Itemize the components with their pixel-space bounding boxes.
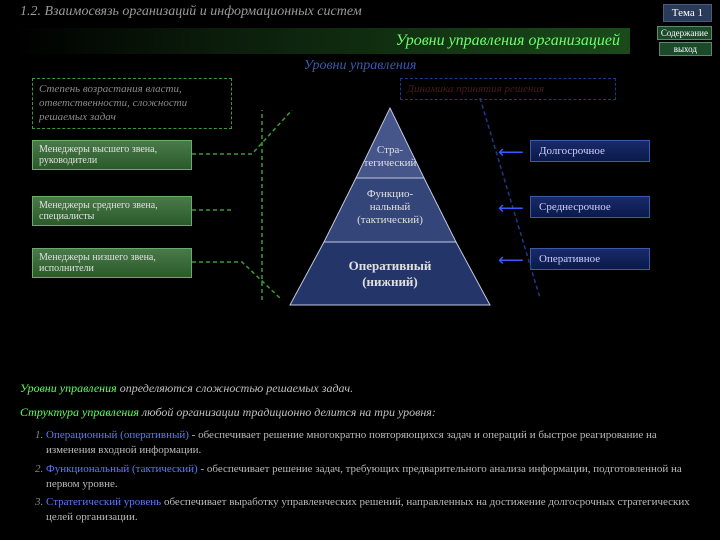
body2-green: Структура управления (20, 405, 139, 419)
list-item: Операционный (оперативный) - обеспечивае… (46, 428, 700, 458)
left-flow-lines (192, 110, 312, 310)
li3-hl: Стратегический уровень (46, 496, 161, 508)
arrow-icon: ⟵ (498, 198, 524, 219)
arrow-icon: ⟵ (498, 250, 524, 271)
right-annotation: Динамика принятия решения (400, 78, 616, 100)
body-line-1: Уровни управления определяются сложность… (20, 380, 700, 396)
li1-hl: Операционный (оперативный) (46, 429, 189, 441)
body1-green: Уровни управления (20, 381, 117, 395)
nav-contents-button[interactable]: Содержание (657, 26, 712, 40)
pyramid-diagram: Стра- тегический Функцио- нальный (такти… (280, 100, 500, 310)
list-item: Функциональный (тактический) - обеспечив… (46, 462, 700, 492)
li2-hl: Функциональный (тактический) (46, 463, 198, 475)
nav-exit-button[interactable]: выход (659, 42, 712, 56)
page-title: Уровни управления организацией (16, 28, 630, 54)
levels-list: Операционный (оперативный) - обеспечивае… (24, 428, 700, 529)
breadcrumb: 1.2. Взаимосвязь организаций и информаци… (20, 4, 362, 20)
topic-badge: Тема 1 (663, 4, 712, 22)
role-bot: Менеджеры низшего звена, исполнители (32, 248, 192, 278)
body-line-2: Структура управления любой организации т… (20, 404, 700, 420)
list-item: Стратегический уровень обеспечивает выра… (46, 495, 700, 525)
body1-rest: определяются сложностью решаемых задач. (117, 381, 353, 395)
body2-rest: любой организации традиционно делится на… (139, 405, 436, 419)
role-mid: Менеджеры среднего звена, специалисты (32, 196, 192, 226)
arrow-icon: ⟵ (498, 142, 524, 163)
page-subtitle: Уровни управления (0, 58, 720, 74)
role-top: Менеджеры высшего звена, руководители (32, 140, 192, 170)
